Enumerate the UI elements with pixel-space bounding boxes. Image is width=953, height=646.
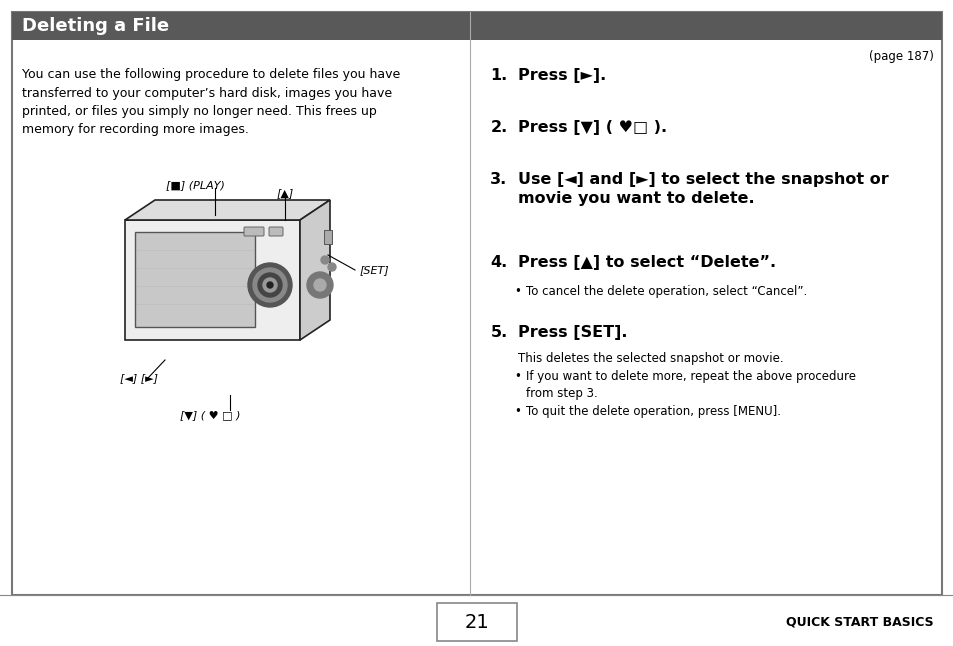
Text: [■] (PLAY): [■] (PLAY) bbox=[166, 180, 224, 190]
Text: [◄] [►]: [◄] [►] bbox=[120, 373, 158, 383]
Text: Press [►].: Press [►]. bbox=[517, 68, 606, 83]
Text: 3.: 3. bbox=[490, 172, 507, 187]
Text: 1.: 1. bbox=[490, 68, 507, 83]
Bar bbox=[436, 603, 517, 641]
Circle shape bbox=[328, 263, 335, 271]
Text: QUICK START BASICS: QUICK START BASICS bbox=[785, 616, 933, 629]
Text: Press [▼] ( ♥□ ).: Press [▼] ( ♥□ ). bbox=[517, 120, 667, 135]
Text: To cancel the delete operation, select “Cancel”.: To cancel the delete operation, select “… bbox=[526, 285, 807, 298]
Text: •: • bbox=[514, 370, 520, 383]
FancyBboxPatch shape bbox=[244, 227, 264, 236]
Polygon shape bbox=[299, 200, 330, 340]
Text: You can use the following procedure to delete files you have
transferred to your: You can use the following procedure to d… bbox=[22, 68, 400, 136]
Text: If you want to delete more, repeat the above procedure
from step 3.: If you want to delete more, repeat the a… bbox=[526, 370, 856, 400]
Text: This deletes the selected snapshot or movie.: This deletes the selected snapshot or mo… bbox=[517, 352, 783, 365]
FancyBboxPatch shape bbox=[269, 227, 283, 236]
Text: 5.: 5. bbox=[490, 325, 507, 340]
Bar bbox=[135, 232, 254, 327]
Text: 4.: 4. bbox=[490, 255, 507, 270]
Circle shape bbox=[267, 282, 273, 288]
Bar bbox=[324, 230, 332, 244]
Text: [▼] ( ♥ □ ): [▼] ( ♥ □ ) bbox=[179, 410, 240, 420]
Circle shape bbox=[307, 272, 333, 298]
Text: 21: 21 bbox=[464, 612, 489, 632]
Text: (page 187): (page 187) bbox=[868, 50, 933, 63]
Circle shape bbox=[314, 279, 326, 291]
Text: •: • bbox=[514, 405, 520, 418]
Text: •: • bbox=[514, 285, 520, 298]
Text: Press [▲] to select “Delete”.: Press [▲] to select “Delete”. bbox=[517, 255, 776, 270]
Text: To quit the delete operation, press [MENU].: To quit the delete operation, press [MEN… bbox=[526, 405, 781, 418]
Circle shape bbox=[253, 268, 287, 302]
Circle shape bbox=[257, 273, 282, 297]
Circle shape bbox=[320, 256, 329, 264]
Circle shape bbox=[248, 263, 292, 307]
Text: 2.: 2. bbox=[490, 120, 507, 135]
Polygon shape bbox=[125, 220, 299, 340]
Bar bbox=[12, 12, 941, 40]
Text: Use [◄] and [►] to select the snapshot or
movie you want to delete.: Use [◄] and [►] to select the snapshot o… bbox=[517, 172, 888, 206]
Text: [SET]: [SET] bbox=[359, 265, 389, 275]
Text: [▲]: [▲] bbox=[276, 188, 294, 198]
Text: Deleting a File: Deleting a File bbox=[22, 17, 169, 35]
Text: Press [SET].: Press [SET]. bbox=[517, 325, 627, 340]
Circle shape bbox=[263, 278, 276, 292]
Polygon shape bbox=[125, 200, 330, 220]
